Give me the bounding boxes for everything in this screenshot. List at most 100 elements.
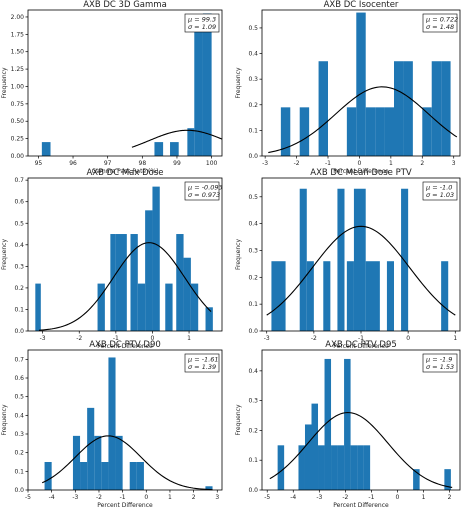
x-tick-label: 0	[406, 335, 410, 342]
y-tick-label: 0.3	[14, 431, 24, 438]
histogram-bar	[444, 469, 451, 490]
y-tick-label: 2.00	[11, 14, 25, 21]
histogram-bar	[130, 234, 138, 331]
y-tick-label: 0.4	[14, 412, 24, 419]
legend-sigma: σ = 1.53	[426, 363, 454, 371]
chart-panel: AXB DC 3D Gamma 95 96 97 98 99 100 0.00 0.25 0.50…	[1, 0, 223, 175]
legend-box	[422, 353, 458, 373]
x-tick-label: -2	[311, 335, 317, 342]
x-tick-label: -1	[358, 335, 364, 342]
legend-mu: μ = 0.722	[425, 16, 458, 24]
histogram-bar	[441, 61, 451, 156]
x-tick-label: 1	[168, 494, 172, 501]
x-tick-label: -2	[96, 494, 102, 501]
x-tick-label: 0	[358, 160, 362, 167]
x-tick-label: -1	[113, 335, 119, 342]
y-tick-label: 0.0	[14, 328, 24, 335]
legend-box	[422, 181, 458, 201]
y-tick-label: 0.6	[14, 375, 24, 382]
histogram-bar	[346, 261, 354, 331]
histogram-bar	[298, 445, 305, 490]
histogram-bar	[323, 261, 331, 331]
legend-mu: μ = -0.093	[187, 184, 223, 192]
plot-frame	[27, 177, 223, 332]
histogram-bar	[441, 261, 449, 331]
x-axis-label: Percent Difference	[333, 502, 389, 509]
y-tick-label: 0.1	[248, 457, 258, 464]
y-tick-label: 0.4	[248, 221, 258, 228]
y-tick-label: 0.25	[11, 136, 25, 143]
x-tick-label: -3	[262, 160, 268, 167]
normal-fit-curve	[268, 86, 458, 154]
histogram-bar	[101, 462, 109, 490]
x-tick-label: 95	[35, 160, 43, 167]
chart-panel: AXB DC PTV D95 -5 -4 -3 -2 -1 0 1 2 0.0 0.1 0.2 0.3 0…	[235, 340, 461, 509]
histogram-bar	[299, 188, 307, 331]
histogram-bar	[187, 128, 195, 156]
legend-sigma: σ = 1.39	[188, 363, 216, 371]
x-axis-label: Percent Difference	[97, 343, 153, 350]
histogram-bar	[344, 358, 351, 490]
y-tick-label: 0.1	[248, 127, 258, 134]
histogram-bar	[205, 486, 213, 490]
plot-frame	[261, 349, 461, 491]
histogram-bar	[145, 210, 153, 331]
histogram-bar	[202, 13, 212, 156]
histogram-bar	[403, 61, 413, 156]
histogram-bar	[431, 61, 442, 156]
legend-box	[184, 13, 220, 33]
histogram-bar	[277, 445, 285, 490]
legend-mu: μ = 99.3	[187, 16, 216, 24]
x-tick-label: -2	[342, 494, 348, 501]
y-tick-label: 0.7	[14, 177, 24, 184]
x-tick-label: -3	[72, 494, 78, 501]
normal-fit-curve	[38, 242, 212, 331]
y-tick-label: 0.75	[11, 101, 25, 108]
histogram-bar	[337, 445, 345, 490]
x-tick-label: 1	[422, 494, 426, 501]
y-tick-label: 0.1	[248, 301, 258, 308]
histogram-bar	[346, 107, 357, 156]
y-tick-label: 0.2	[248, 274, 258, 281]
y-tick-label: 0.50	[11, 118, 25, 125]
histogram-bar	[386, 261, 394, 331]
histogram-bar	[357, 445, 364, 490]
histogram-bar	[205, 307, 213, 331]
histogram-bar	[324, 358, 332, 490]
x-tick-label: -3	[40, 335, 46, 342]
chart-title: AXB DC PTV D95	[325, 340, 397, 350]
y-tick-label: 0.7	[14, 356, 24, 363]
histogram-bar	[137, 283, 146, 331]
x-axis-label: Percent Difference	[97, 502, 153, 509]
histogram-bar	[94, 435, 102, 490]
y-tick-label: 1.25	[11, 66, 25, 73]
x-tick-label: 0	[396, 494, 400, 501]
y-tick-label: 1.00	[11, 83, 25, 90]
x-tick-label: 2	[448, 494, 452, 501]
histogram-bar	[280, 107, 291, 156]
histogram-bar	[154, 142, 164, 156]
histogram-bar	[306, 261, 314, 331]
x-tick-label: 1	[187, 335, 191, 342]
histogram-bar	[384, 107, 394, 156]
legend-sigma: σ = 1.09	[188, 23, 216, 31]
histogram-bar	[183, 257, 191, 331]
legend-box	[184, 353, 220, 373]
legend-mu: μ = -1.0	[425, 184, 452, 192]
histogram-bar	[394, 61, 404, 156]
histogram-bar	[365, 261, 380, 331]
histogram-bar	[80, 462, 88, 490]
x-tick-label: -5	[25, 494, 31, 501]
histogram-bar	[365, 107, 376, 156]
y-axis-label: Frequency	[235, 67, 242, 98]
x-axis-label: Gamma Pass Rate (%)	[92, 168, 159, 175]
y-tick-label: 0.5	[248, 25, 258, 32]
x-tick-label: -3	[264, 335, 270, 342]
y-tick-label: 0.0	[248, 153, 258, 160]
histogram-bar	[115, 234, 127, 331]
histogram-bar	[176, 234, 184, 331]
x-tick-label: 1	[389, 160, 393, 167]
x-tick-label: -4	[49, 494, 55, 501]
x-tick-label: 96	[69, 160, 77, 167]
